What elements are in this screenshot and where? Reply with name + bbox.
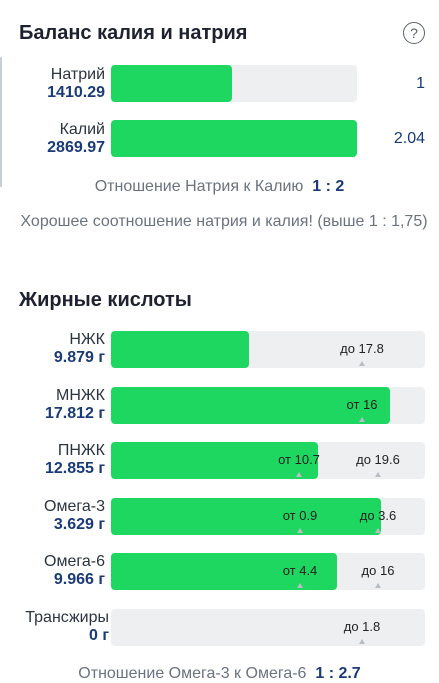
mufa-name: МНЖК [56, 387, 105, 404]
omega3-min-marker [297, 528, 303, 533]
question-circle-icon[interactable]: ? [403, 22, 425, 44]
omega6-label: Омега-6 9.966 г [10, 553, 105, 589]
omega6-bar-track: от 4.4 до 16 [111, 553, 425, 590]
sfa-bar-fill [111, 331, 250, 368]
omega3-max-marker [375, 528, 381, 533]
pufa-max-label: до 19.6 [356, 452, 400, 467]
trans-fat-max-marker [359, 639, 365, 644]
balance-note: Хорошее соотношение натрия и калия! (выш… [20, 213, 428, 230]
sfa-label: НЖК 9.879 г [10, 331, 105, 367]
sodium-bar-fill [111, 65, 232, 102]
sodium-name: Натрий [50, 66, 105, 83]
potassium-bar-track [111, 120, 357, 157]
sodium-bar-track [111, 65, 357, 102]
mufa-bar-fill [111, 387, 391, 424]
omega6-min-label: от 4.4 [282, 563, 318, 578]
potassium-name: Калий [59, 121, 105, 138]
omega6-name: Омега-6 [44, 553, 105, 570]
sodium-potassium-ratio: Отношение Натрия к Калию 1 : 2 [0, 178, 439, 196]
omega3-value: 3.629 г [53, 516, 105, 533]
potassium-value: 2869.97 [47, 139, 105, 156]
sodium-label: Натрий 1410.29 [10, 66, 105, 102]
pufa-min-marker [296, 472, 302, 477]
mufa-label: МНЖК 17.812 г [10, 387, 105, 423]
trans-fat-max-label: до 1.8 [343, 619, 381, 634]
mufa-value: 17.812 г [44, 405, 105, 422]
left-edge-divider [0, 57, 2, 187]
potassium-bar-fill [111, 120, 357, 157]
trans-fat-bar-track: до 1.8 [111, 609, 425, 646]
pufa-value: 12.855 г [44, 460, 105, 477]
mufa-min-marker [359, 417, 365, 422]
sfa-value: 9.879 г [53, 349, 105, 366]
pufa-min-label: от 10.7 [278, 452, 320, 467]
pufa-bar-track: от 10.7 до 19.6 [111, 442, 425, 479]
omega6-max-label: до 16 [361, 563, 395, 578]
omega-ratio-label: Отношение Омега-3 к Омега-6 [78, 665, 307, 682]
sfa-name: НЖК [69, 331, 105, 348]
mufa-bar-track: от 16 [111, 387, 425, 424]
pufa-max-marker [375, 472, 381, 477]
sodium-value: 1410.29 [47, 84, 105, 101]
omega3-min-label: от 0.9 [282, 508, 318, 523]
omega3-label: Омега-3 3.629 г [10, 498, 105, 534]
ratio-label: Отношение Натрия к Калию [94, 178, 304, 195]
mufa-min-label: от 16 [346, 397, 378, 412]
pufa-bar-fill [111, 442, 319, 479]
sfa-max-marker [359, 361, 365, 366]
pufa-name: ПНЖК [57, 442, 105, 459]
pufa-label: ПНЖК 12.855 г [10, 442, 105, 478]
fatty-acids-title: Жирные кислоты [19, 289, 192, 311]
potassium-label: Калий 2869.97 [10, 121, 105, 157]
omega3-name: Омега-3 [44, 498, 105, 515]
omega-ratio: Отношение Омега-3 к Омега-6 1 : 2.7 [0, 665, 439, 683]
omega6-min-marker [297, 583, 303, 588]
potassium-ratio-value: 2.04 [393, 130, 425, 147]
omega3-max-label: до 3.6 [359, 508, 397, 523]
omega6-max-marker [375, 583, 381, 588]
omega-ratio-value: 1 : 2.7 [315, 665, 361, 682]
trans-fat-label: Трансжиры 0 г [10, 609, 109, 645]
sfa-max-label: до 17.8 [340, 341, 384, 356]
sodium-ratio-value: 1 [416, 75, 425, 92]
sfa-bar-track: до 17.8 [111, 331, 425, 368]
omega3-bar-track: от 0.9 до 3.6 [111, 498, 425, 535]
omega3-bar-fill [111, 498, 382, 535]
omega6-value: 9.966 г [53, 571, 105, 588]
trans-fat-value: 0 г [88, 627, 109, 644]
trans-fat-name: Трансжиры [25, 609, 109, 626]
ratio-value: 1 : 2 [312, 178, 345, 195]
balance-title: Баланс калия и натрия [19, 22, 248, 44]
